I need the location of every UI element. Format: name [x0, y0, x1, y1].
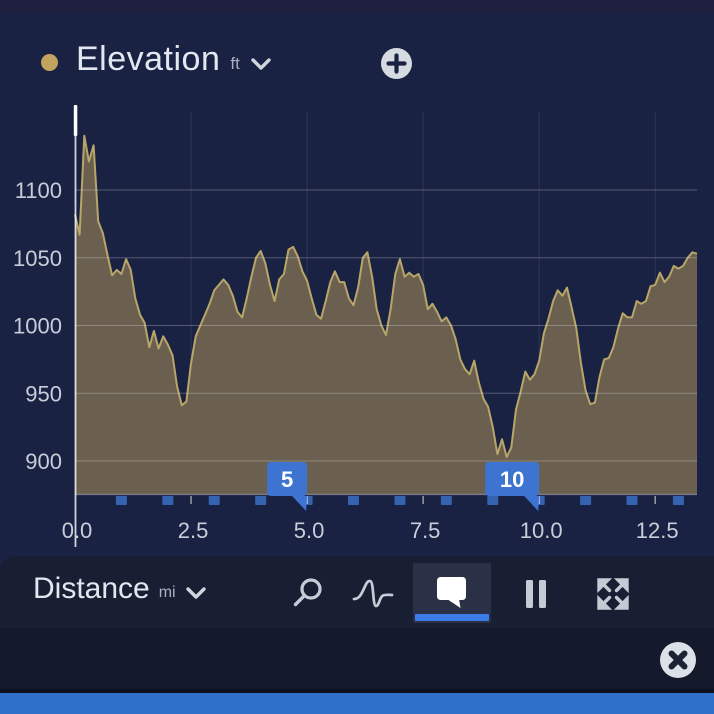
mile-marker-tail — [292, 496, 308, 511]
waveform-icon — [352, 579, 394, 608]
elevation-chart[interactable]: 900 950 1000 1050 1100 0.0 2.5 5.0 7.5 10.0 12.5 5 1… — [0, 0, 714, 556]
search-icon — [293, 578, 322, 607]
waveform-tool-button[interactable] — [351, 572, 395, 616]
y-axis-tick-label: 900 — [25, 449, 62, 474]
x-axis-tick-label: 7.5 — [410, 518, 441, 543]
selected-tool-underline — [415, 614, 489, 621]
x-axis-tick — [422, 496, 424, 504]
close-circle-icon — [660, 642, 696, 678]
mile-marker-label: 5 — [281, 467, 293, 492]
mile-tick — [672, 496, 684, 505]
bottom-sheet-handle-bar[interactable] — [0, 693, 714, 714]
bottom-divider — [0, 689, 714, 693]
expand-icon — [597, 578, 629, 610]
x-axis-tick — [306, 496, 308, 504]
x-axis-unit-label: mi — [158, 584, 176, 601]
mile-marker-tail — [524, 496, 540, 511]
tooltip-tool-button[interactable] — [413, 563, 491, 623]
top-strip — [0, 0, 714, 12]
x-axis-tick — [654, 496, 656, 504]
bottom-bar — [0, 628, 714, 689]
mile-tick — [440, 496, 452, 505]
chart-cursor-handle[interactable] — [73, 105, 78, 136]
mile-tick — [115, 496, 127, 505]
chart-title: Elevation — [76, 40, 221, 78]
chart-toolbar: Distance mi — [0, 556, 714, 628]
x-axis-tick — [190, 496, 192, 504]
mile-tick — [208, 496, 220, 505]
y-axis-tick-label: 1100 — [15, 178, 62, 203]
mile-marker-flag — [485, 462, 540, 496]
mile-tick — [394, 496, 406, 505]
mile-tick — [626, 496, 638, 505]
mile-tick — [162, 496, 174, 505]
speech-bubble-icon — [437, 577, 466, 608]
x-axis-tick-label: 2.5 — [178, 518, 209, 543]
mile-marker-label: 10 — [500, 467, 524, 492]
chevron-down-icon — [251, 58, 271, 70]
x-axis-metric-selector[interactable]: Distance mi — [33, 572, 207, 606]
elevation-line — [74, 134, 698, 458]
chart-unit-label: ft — [230, 54, 240, 73]
mile-marker-flag — [267, 462, 308, 496]
elevation-area — [75, 135, 697, 495]
x-axis-tick-label: 5.0 — [294, 518, 325, 543]
mile-tick — [255, 496, 267, 505]
x-axis-tick-label: 10.0 — [520, 518, 563, 543]
plus-circle-icon — [381, 48, 412, 79]
zoom-tool-button[interactable] — [285, 572, 329, 616]
close-button[interactable] — [658, 640, 698, 680]
mile-tick — [348, 496, 360, 505]
series-color-dot — [41, 54, 58, 71]
x-axis-tick-label: 12.5 — [636, 518, 679, 543]
fullscreen-button[interactable] — [591, 572, 635, 616]
x-axis-tick-label: 0.0 — [62, 518, 93, 543]
chevron-down-icon — [185, 587, 206, 599]
pause-button[interactable] — [514, 572, 558, 616]
pause-icon — [526, 580, 546, 608]
mile-tick — [487, 496, 499, 505]
y-axis-tick-label: 950 — [25, 381, 62, 406]
add-series-button[interactable] — [380, 47, 413, 80]
y-axis-metric-selector[interactable]: Elevation ft — [76, 40, 272, 79]
x-axis-label: Distance — [33, 572, 150, 605]
y-axis-tick-label: 1000 — [13, 314, 62, 339]
x-axis-tick — [538, 496, 540, 504]
mile-tick — [580, 496, 592, 505]
y-axis-tick-label: 1050 — [13, 246, 62, 271]
